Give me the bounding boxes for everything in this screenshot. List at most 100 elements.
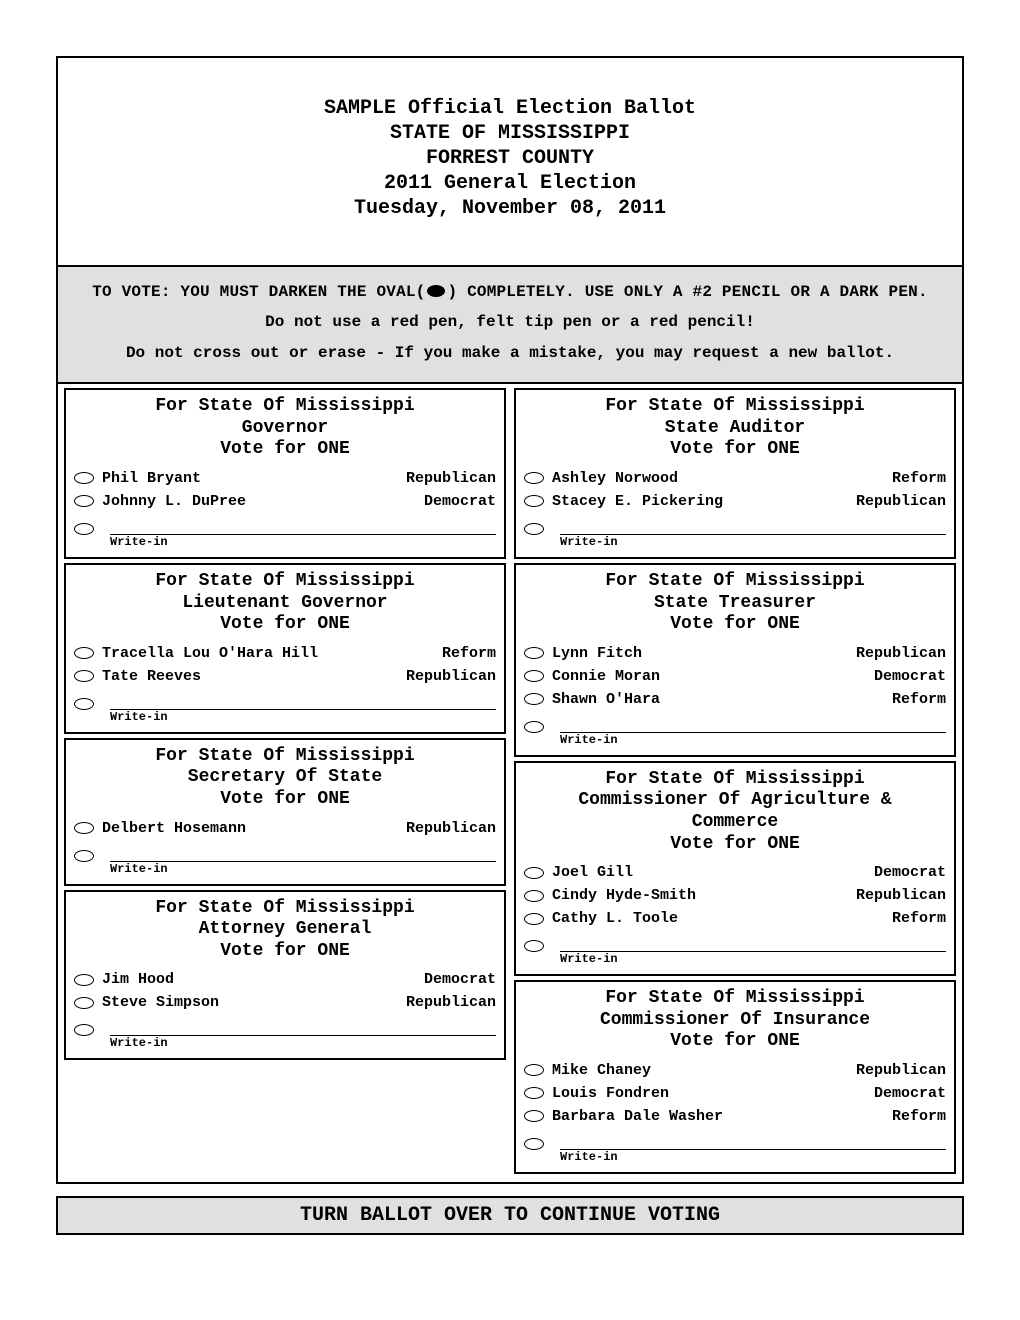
candidate-row[interactable]: Jim HoodDemocrat <box>72 968 498 991</box>
candidate-party: Republican <box>406 820 498 837</box>
contest-title: For State Of MississippiLieutenant Gover… <box>72 569 498 642</box>
candidate-party: Republican <box>856 1062 948 1079</box>
writein-row[interactable]: Write-in <box>72 840 498 864</box>
contest-title-line: Vote for ONE <box>522 1031 948 1053</box>
candidate-row[interactable]: Mike ChaneyRepublican <box>522 1059 948 1082</box>
contest-title-line: Attorney General <box>72 919 498 941</box>
vote-oval-icon[interactable] <box>524 940 544 952</box>
candidate-row[interactable]: Cathy L. TooleReform <box>522 907 948 930</box>
contest-box: For State Of MississippiGovernorVote for… <box>64 388 506 559</box>
writein-line[interactable]: Write-in <box>560 1132 946 1150</box>
candidate-row[interactable]: Barbara Dale WasherReform <box>522 1105 948 1128</box>
candidate-row[interactable]: Louis FondrenDemocrat <box>522 1082 948 1105</box>
candidate-row[interactable]: Shawn O'HaraReform <box>522 688 948 711</box>
contest-title-line: For State Of Mississippi <box>522 396 948 418</box>
instruction-line-3: Do not cross out or erase - If you make … <box>66 338 954 368</box>
vote-oval-icon[interactable] <box>524 1110 544 1122</box>
contest-box: For State Of MississippiAttorney General… <box>64 890 506 1061</box>
candidate-row[interactable]: Phil BryantRepublican <box>72 467 498 490</box>
vote-oval-icon[interactable] <box>524 693 544 705</box>
writein-row[interactable]: Write-in <box>522 711 948 735</box>
candidate-party: Democrat <box>874 864 948 881</box>
candidate-row[interactable]: Delbert HosemannRepublican <box>72 817 498 840</box>
candidate-party: Republican <box>856 645 948 662</box>
contest-title-line: Vote for ONE <box>522 439 948 461</box>
candidate-row[interactable]: Connie MoranDemocrat <box>522 665 948 688</box>
candidate-name: Stacey E. Pickering <box>552 493 856 510</box>
writein-row[interactable]: Write-in <box>522 930 948 954</box>
vote-oval-icon[interactable] <box>524 472 544 484</box>
candidate-name: Delbert Hosemann <box>102 820 406 837</box>
contest-title-line: State Treasurer <box>522 593 948 615</box>
writein-line[interactable]: Write-in <box>560 715 946 733</box>
vote-oval-icon[interactable] <box>524 495 544 507</box>
vote-oval-icon[interactable] <box>524 523 544 535</box>
contest-title-line: Commissioner Of Insurance <box>522 1010 948 1032</box>
candidate-row[interactable]: Tracella Lou O'Hara HillReform <box>72 642 498 665</box>
instruction-line-2: Do not use a red pen, felt tip pen or a … <box>66 307 954 337</box>
vote-oval-icon[interactable] <box>524 647 544 659</box>
writein-wrap: Write-in <box>522 711 948 749</box>
writein-label: Write-in <box>110 862 168 876</box>
vote-oval-icon[interactable] <box>524 890 544 902</box>
writein-wrap: Write-in <box>72 513 498 551</box>
candidate-row[interactable]: Steve SimpsonRepublican <box>72 991 498 1014</box>
writein-line[interactable]: Write-in <box>110 1018 496 1036</box>
writein-row[interactable]: Write-in <box>72 513 498 537</box>
writein-row[interactable]: Write-in <box>72 1014 498 1038</box>
writein-line[interactable]: Write-in <box>110 844 496 862</box>
contest-title-line: For State Of Mississippi <box>522 988 948 1010</box>
writein-wrap: Write-in <box>72 688 498 726</box>
vote-oval-icon[interactable] <box>524 913 544 925</box>
writein-line[interactable]: Write-in <box>110 692 496 710</box>
candidate-name: Ashley Norwood <box>552 470 892 487</box>
writein-label: Write-in <box>110 535 168 549</box>
writein-label: Write-in <box>110 1036 168 1050</box>
vote-oval-icon[interactable] <box>74 822 94 834</box>
contest-title-line: Vote for ONE <box>72 789 498 811</box>
candidate-row[interactable]: Cindy Hyde-SmithRepublican <box>522 884 948 907</box>
candidate-row[interactable]: Joel GillDemocrat <box>522 861 948 884</box>
writein-row[interactable]: Write-in <box>522 1128 948 1152</box>
candidate-row[interactable]: Tate ReevesRepublican <box>72 665 498 688</box>
candidate-party: Republican <box>406 470 498 487</box>
writein-row[interactable]: Write-in <box>72 688 498 712</box>
vote-oval-icon[interactable] <box>74 1024 94 1036</box>
candidate-row[interactable]: Ashley NorwoodReform <box>522 467 948 490</box>
writein-line[interactable]: Write-in <box>560 934 946 952</box>
contest-title: For State Of MississippiCommissioner Of … <box>522 767 948 861</box>
contest-title-line: Lieutenant Governor <box>72 593 498 615</box>
vote-oval-icon[interactable] <box>524 721 544 733</box>
vote-oval-icon[interactable] <box>74 974 94 986</box>
vote-oval-icon[interactable] <box>524 1064 544 1076</box>
candidate-party: Democrat <box>874 668 948 685</box>
vote-oval-icon[interactable] <box>524 1087 544 1099</box>
writein-wrap: Write-in <box>522 930 948 968</box>
candidate-name: Louis Fondren <box>552 1085 874 1102</box>
writein-row[interactable]: Write-in <box>522 513 948 537</box>
contest-title-line: For State Of Mississippi <box>72 396 498 418</box>
contest-box: For State Of MississippiCommissioner Of … <box>514 761 956 976</box>
candidate-name: Connie Moran <box>552 668 874 685</box>
candidate-name: Tracella Lou O'Hara Hill <box>102 645 442 662</box>
vote-oval-icon[interactable] <box>74 472 94 484</box>
vote-oval-icon[interactable] <box>524 1138 544 1150</box>
contest-title-line: Vote for ONE <box>72 614 498 636</box>
writein-line[interactable]: Write-in <box>560 517 946 535</box>
candidate-row[interactable]: Johnny L. DuPreeDemocrat <box>72 490 498 513</box>
vote-oval-icon[interactable] <box>74 670 94 682</box>
vote-oval-icon[interactable] <box>74 997 94 1009</box>
vote-oval-icon[interactable] <box>74 698 94 710</box>
vote-oval-icon[interactable] <box>74 850 94 862</box>
vote-oval-icon[interactable] <box>524 867 544 879</box>
header-line-5: Tuesday, November 08, 2011 <box>58 196 962 221</box>
writein-line[interactable]: Write-in <box>110 517 496 535</box>
candidate-row[interactable]: Stacey E. PickeringRepublican <box>522 490 948 513</box>
vote-oval-icon[interactable] <box>74 523 94 535</box>
vote-oval-icon[interactable] <box>74 647 94 659</box>
candidate-row[interactable]: Lynn FitchRepublican <box>522 642 948 665</box>
vote-oval-icon[interactable] <box>74 495 94 507</box>
vote-oval-icon[interactable] <box>524 670 544 682</box>
candidate-name: Phil Bryant <box>102 470 406 487</box>
contest-box: For State Of MississippiSecretary Of Sta… <box>64 738 506 886</box>
